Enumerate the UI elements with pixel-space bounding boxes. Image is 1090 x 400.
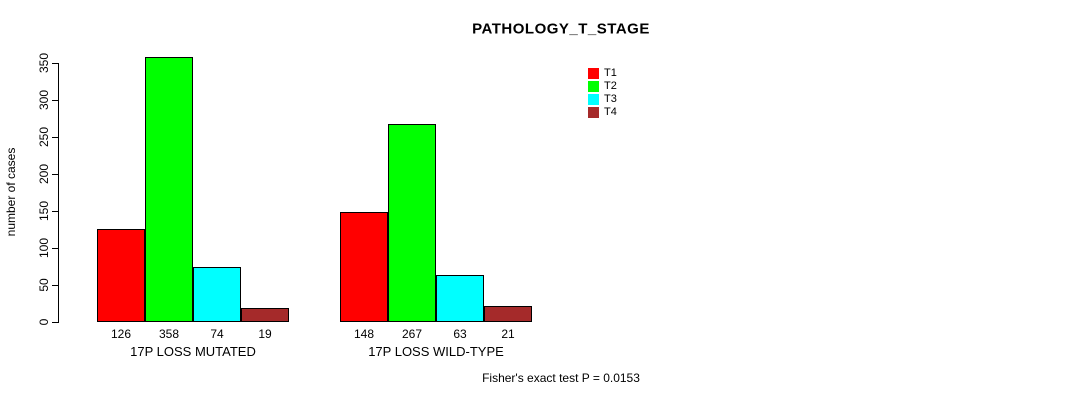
legend-row-t4: T4 (588, 106, 617, 119)
bar-t2-group2 (388, 124, 436, 322)
fisher-test-annotation: Fisher's exact test P = 0.0153 (482, 371, 640, 385)
bar-value-label: 19 (258, 327, 272, 341)
y-axis-label: number of cases (4, 147, 18, 237)
bar-t1-group1 (97, 229, 145, 322)
y-axis-line (58, 63, 59, 323)
legend: T1 T2 T3 T4 (588, 67, 617, 119)
y-tick (52, 63, 58, 64)
y-tick-label: 200 (37, 163, 51, 185)
y-tick-label: 0 (37, 318, 51, 326)
legend-row-t3: T3 (588, 93, 617, 106)
y-tick (52, 137, 58, 138)
y-tick-label: 100 (37, 237, 51, 259)
y-tick (52, 100, 58, 101)
legend-swatch-t3 (588, 94, 599, 105)
legend-label: T3 (604, 93, 617, 105)
bar-value-label: 267 (401, 327, 423, 341)
y-tick (52, 285, 58, 286)
bar-t3-group1 (193, 267, 241, 322)
bar-value-label: 126 (110, 327, 132, 341)
y-tick-label: 250 (37, 126, 51, 148)
legend-swatch-t2 (588, 81, 599, 92)
bar-t1-group2 (340, 212, 388, 322)
group-label-2: 17P LOSS WILD-TYPE (368, 344, 504, 359)
bar-value-label: 358 (158, 327, 180, 341)
bar-t4-group1 (241, 308, 289, 322)
bar-value-label: 21 (501, 327, 515, 341)
legend-row-t1: T1 (588, 67, 617, 80)
legend-label: T4 (604, 106, 617, 118)
y-tick-label: 350 (37, 52, 51, 74)
y-tick (52, 248, 58, 249)
bar-value-label: 63 (453, 327, 467, 341)
legend-swatch-t1 (588, 68, 599, 79)
legend-label: T1 (604, 67, 617, 79)
y-tick-label: 150 (37, 200, 51, 222)
legend-label: T2 (604, 80, 617, 92)
group-label-1: 17P LOSS MUTATED (130, 344, 256, 359)
legend-row-t2: T2 (588, 80, 617, 93)
bar-t4-group2 (484, 306, 532, 322)
y-tick-label: 300 (37, 89, 51, 111)
y-tick-label: 50 (37, 278, 51, 292)
bar-value-label: 74 (210, 327, 224, 341)
y-tick (52, 322, 58, 323)
bar-t3-group2 (436, 275, 484, 322)
y-tick (52, 211, 58, 212)
y-tick (52, 174, 58, 175)
legend-swatch-t4 (588, 107, 599, 118)
bar-value-label: 148 (353, 327, 375, 341)
chart-title: PATHOLOGY_T_STAGE (472, 20, 650, 38)
bar-t2-group1 (145, 57, 193, 322)
